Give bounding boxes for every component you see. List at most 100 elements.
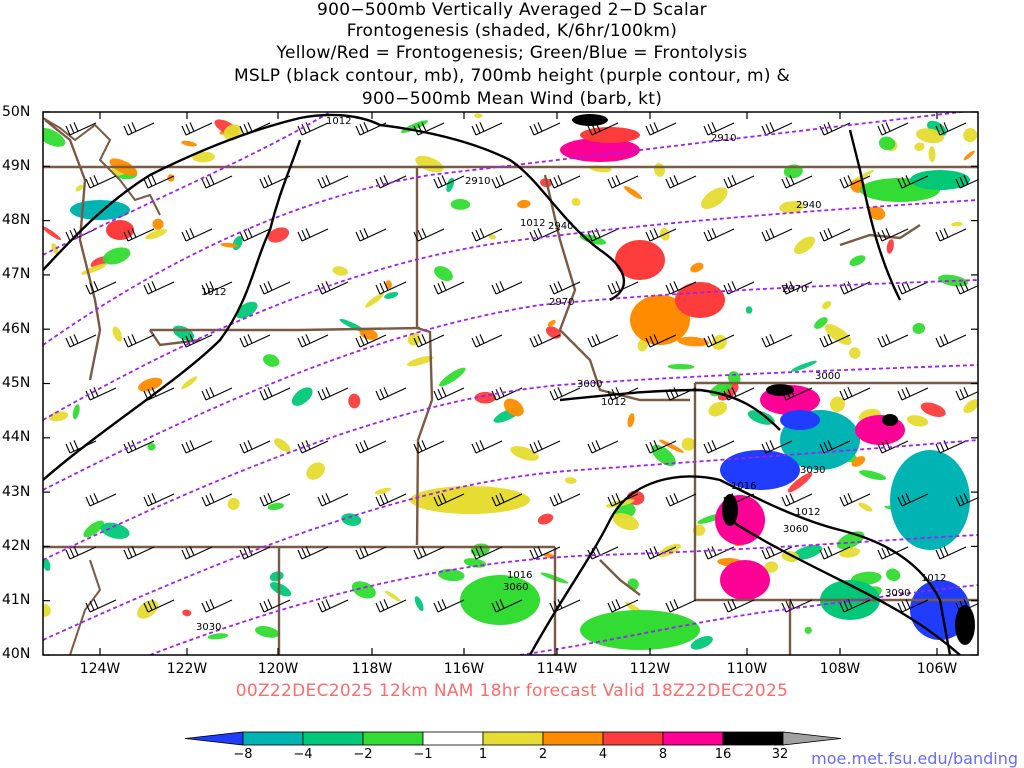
wind-barb — [123, 228, 155, 242]
shading-cell — [255, 626, 280, 638]
lat-label: 50N — [2, 104, 31, 120]
credit-url: moe.met.fsu.edu/banding — [811, 749, 1018, 768]
shading-cell — [794, 236, 816, 254]
wind-barb — [317, 387, 349, 401]
wind-barb — [491, 281, 523, 295]
wind-barb — [877, 122, 909, 136]
shading-cell — [269, 582, 292, 597]
shading-cell — [711, 334, 727, 350]
mslp-label: 1012 — [601, 397, 626, 408]
shading-cell — [787, 472, 813, 493]
shading-core — [615, 240, 665, 280]
shading-cell — [48, 411, 69, 422]
shading-cell — [915, 128, 945, 144]
wind-barb — [85, 493, 117, 507]
colorbar — [184, 731, 842, 746]
wind-barb — [317, 493, 349, 507]
shading-cell — [207, 633, 229, 640]
shading-cell — [72, 404, 80, 420]
shading-cell — [690, 636, 713, 650]
wind-barb — [143, 599, 175, 613]
wind-barb — [897, 387, 929, 401]
shading-core — [106, 220, 134, 240]
wind-barb — [761, 122, 793, 136]
lat-label: 44N — [2, 429, 31, 445]
shading-cell — [612, 513, 639, 531]
wind-barb — [471, 546, 503, 560]
wind-barb — [781, 599, 813, 613]
shading-cell — [701, 187, 728, 210]
colorbar-swatch — [722, 731, 784, 746]
wind-barb — [239, 440, 271, 454]
shading-cell — [83, 520, 104, 538]
shading-cell — [181, 140, 197, 147]
title-line-3: Yellow/Red = Frontogenesis; Green/Blue =… — [276, 43, 748, 63]
wind-barb — [123, 122, 155, 136]
valid-time-line: 00Z22DEC2025 12km NAM 18hr forecast Vali… — [235, 681, 789, 701]
wind-barb — [723, 175, 755, 189]
shading-cell — [365, 293, 384, 308]
shading-cell — [450, 198, 471, 210]
shading-core — [410, 486, 530, 514]
wind-barb — [85, 281, 117, 295]
shading-cell — [145, 229, 168, 240]
wind-barb — [433, 493, 465, 507]
wind-barb — [955, 493, 978, 507]
wind-barb — [897, 493, 929, 507]
height-label: 2910 — [465, 176, 490, 187]
wind-barb — [123, 546, 155, 560]
wind-barb — [549, 493, 581, 507]
wind-barb — [375, 387, 407, 401]
shading-cell — [579, 234, 607, 245]
shading-cell — [407, 355, 434, 367]
wind-barb — [181, 546, 213, 560]
height-label: 3090 — [885, 588, 910, 599]
shading-cell — [147, 443, 156, 451]
shading-cell — [690, 262, 704, 273]
shading-cell — [384, 590, 401, 602]
shading-core — [955, 605, 975, 645]
height-label: 3030 — [196, 622, 221, 633]
shading-core — [630, 295, 690, 345]
shading-cell — [814, 317, 828, 329]
height-label: 3030 — [800, 465, 825, 476]
wind-barb — [491, 599, 523, 613]
shading-cell — [547, 319, 556, 327]
shading-cell — [571, 197, 581, 206]
shading-cell — [43, 226, 62, 241]
wind-barb — [839, 281, 871, 295]
lon-label: 120W — [257, 661, 299, 677]
height-label: 2970 — [549, 297, 574, 308]
wind-barb — [317, 175, 349, 189]
wind-barb — [201, 175, 233, 189]
wind-barb — [761, 440, 793, 454]
shading-cell — [747, 410, 775, 425]
shading-cell — [677, 336, 709, 347]
shading-core — [720, 560, 770, 600]
wind-barb — [839, 175, 871, 189]
wind-barb — [317, 599, 349, 613]
shading-cell — [341, 513, 362, 526]
height-label: 2940 — [548, 221, 573, 232]
wind-barb — [65, 546, 97, 560]
shading-cell — [545, 326, 562, 339]
shading-cell — [822, 300, 832, 310]
shading-cell — [914, 142, 925, 152]
wind-barb — [201, 599, 233, 613]
height-label: 3000 — [577, 379, 602, 390]
wind-barb — [259, 387, 291, 401]
wind-barb — [935, 122, 967, 136]
shading-cell — [624, 186, 643, 200]
wind-barb — [703, 122, 735, 136]
wind-barb — [355, 334, 387, 348]
shading-cell — [291, 387, 313, 406]
shading-cell — [849, 255, 866, 266]
shading-cell — [745, 306, 753, 314]
shading-cell — [658, 439, 685, 453]
lon-label: 122W — [166, 661, 208, 677]
colorbar-swatch — [422, 731, 484, 746]
wind-barb — [491, 493, 523, 507]
shading-cell — [137, 600, 159, 619]
colorbar-label: 32 — [771, 747, 789, 762]
coastline — [43, 117, 161, 655]
